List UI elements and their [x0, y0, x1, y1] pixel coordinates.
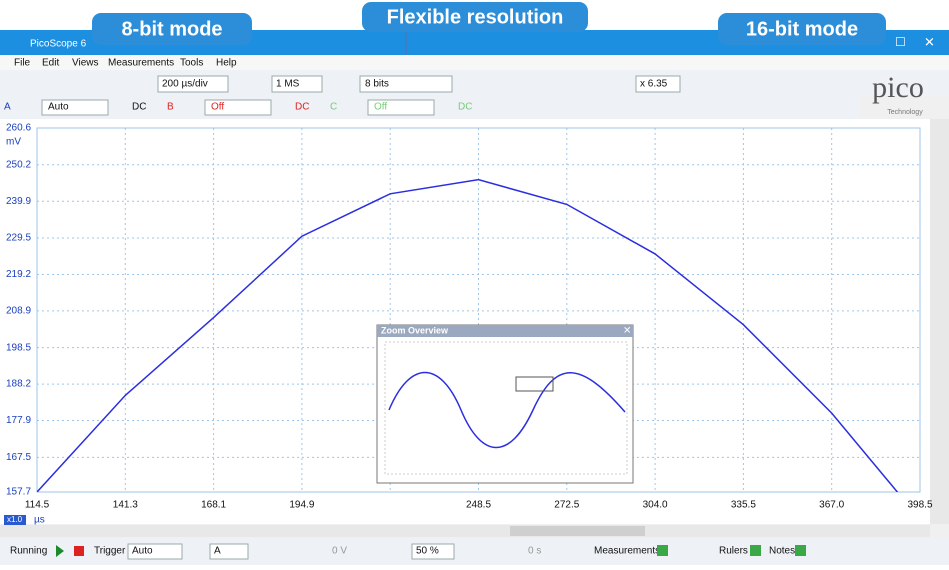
y-unit: mV — [6, 137, 21, 148]
y-tick-label: 157.7 — [6, 487, 31, 498]
channel-range: Auto — [48, 102, 69, 113]
dropdown[interactable] — [271, 75, 323, 93]
banner-left: 8-bit mode — [121, 18, 222, 40]
y-tick-label: 250.2 — [6, 159, 31, 170]
trigger-mode: Auto — [132, 546, 153, 557]
y-tick-label: 219.2 — [6, 269, 31, 280]
delay: 0 s — [528, 546, 541, 557]
y-tick-label: 177.9 — [6, 415, 31, 426]
dropdown[interactable] — [204, 99, 272, 116]
x-unit: µs — [34, 515, 45, 526]
dropdown[interactable] — [209, 543, 249, 560]
trigger: Trigger — [94, 546, 126, 557]
resolution: 8 bits — [365, 79, 389, 90]
x-tick-label: 248.5 — [466, 500, 491, 511]
menu-item[interactable]: Views — [72, 58, 99, 69]
running: Running — [10, 546, 47, 557]
add-measurement[interactable] — [657, 545, 668, 556]
overview-trace — [388, 371, 626, 449]
overview-title: Zoom Overview — [381, 325, 449, 335]
threshold: 0 V — [332, 546, 347, 557]
y-tick-label: 260.6 — [6, 123, 31, 134]
measurements: Measurements — [594, 546, 660, 557]
logo-sub: Technology — [887, 109, 923, 116]
pre-trigger: 50 % — [416, 546, 439, 557]
zoom-overview: Zoom Overview ✕ — [376, 324, 634, 484]
zoom: x 6.35 — [640, 79, 668, 90]
run-button[interactable] — [56, 545, 64, 557]
x-scale-box — [4, 515, 26, 525]
x-scale: x1.0 — [7, 515, 23, 524]
overview-grid — [384, 341, 628, 475]
pretrigger-box[interactable] — [411, 543, 455, 560]
overview-frame — [376, 324, 634, 484]
dropdown[interactable] — [157, 75, 229, 93]
y-tick-label: 198.5 — [6, 342, 31, 353]
y-tick-label: 208.9 — [6, 306, 31, 317]
stop-button[interactable] — [74, 546, 84, 556]
x-tick-label: 304.0 — [643, 500, 668, 511]
y-tick-label: 229.5 — [6, 233, 31, 244]
x-tick-label: 194.9 — [289, 500, 314, 511]
banner-center: Flexible resolution — [387, 6, 564, 28]
trigger-channel: A — [214, 546, 221, 557]
rulers-button[interactable] — [750, 545, 761, 556]
channel-coupling: DC — [295, 102, 309, 113]
menu-item[interactable]: Measurements — [108, 58, 174, 69]
toolbar — [0, 70, 949, 96]
banner-pill — [362, 2, 588, 32]
x-tick-label: 114.5 — [25, 500, 50, 511]
banner-right: 16-bit mode — [746, 18, 858, 40]
x-tick-label: 398.5 — [907, 500, 932, 511]
samples: 1 MS — [276, 79, 300, 90]
banner-pill — [718, 13, 886, 45]
x-tick-label: 335.5 — [731, 500, 756, 511]
menu-item[interactable]: File — [14, 58, 31, 69]
menu-item[interactable]: Help — [216, 58, 237, 69]
notes-button[interactable] — [795, 545, 806, 556]
channel-name: B — [167, 102, 174, 113]
maximize[interactable]: ☐ — [895, 35, 906, 49]
logo: pico — [872, 71, 924, 104]
x-tick-label: 168.1 — [201, 500, 226, 511]
y-tick-label: 188.2 — [6, 379, 31, 390]
overview-close[interactable]: ✕ — [623, 326, 631, 337]
overview-title-bar — [377, 325, 633, 337]
banner-pill — [92, 13, 252, 45]
y-tick-label: 239.9 — [6, 196, 31, 207]
timebase: 200 µs/div — [162, 79, 208, 90]
channel-range: Off — [374, 102, 387, 113]
channel-name: C — [330, 102, 337, 113]
x-tick-label: 367.0 — [819, 500, 844, 511]
window-title: PicoScope 6 — [30, 39, 87, 50]
rulers: Rulers — [719, 546, 748, 557]
close[interactable]: ✕ — [924, 34, 935, 49]
x-tick-label: 141.3 — [113, 500, 138, 511]
channel-coupling: DC — [132, 102, 146, 113]
v-scrollbar[interactable] — [930, 119, 949, 524]
notes: Notes — [769, 546, 795, 557]
dropdown[interactable] — [41, 99, 109, 116]
plot-frame — [36, 127, 921, 493]
menu-item[interactable]: Edit — [42, 58, 59, 69]
scroll-thumb[interactable] — [510, 526, 645, 536]
x-tick-label: 272.5 — [554, 500, 579, 511]
channel-coupling: DC — [458, 102, 472, 113]
h-scrollbar[interactable] — [0, 525, 930, 537]
zoom-box[interactable] — [635, 75, 681, 93]
dropdown[interactable] — [359, 75, 453, 93]
menu-item[interactable]: Tools — [180, 58, 203, 69]
menu-bar — [0, 55, 949, 70]
dropdown[interactable] — [127, 543, 183, 560]
y-tick-label: 167.5 — [6, 452, 31, 463]
channel-name: A — [4, 102, 11, 113]
overview-window[interactable] — [515, 376, 554, 392]
channel-range: Off — [211, 102, 224, 113]
dropdown[interactable] — [367, 99, 435, 116]
trace — [37, 178, 899, 492]
